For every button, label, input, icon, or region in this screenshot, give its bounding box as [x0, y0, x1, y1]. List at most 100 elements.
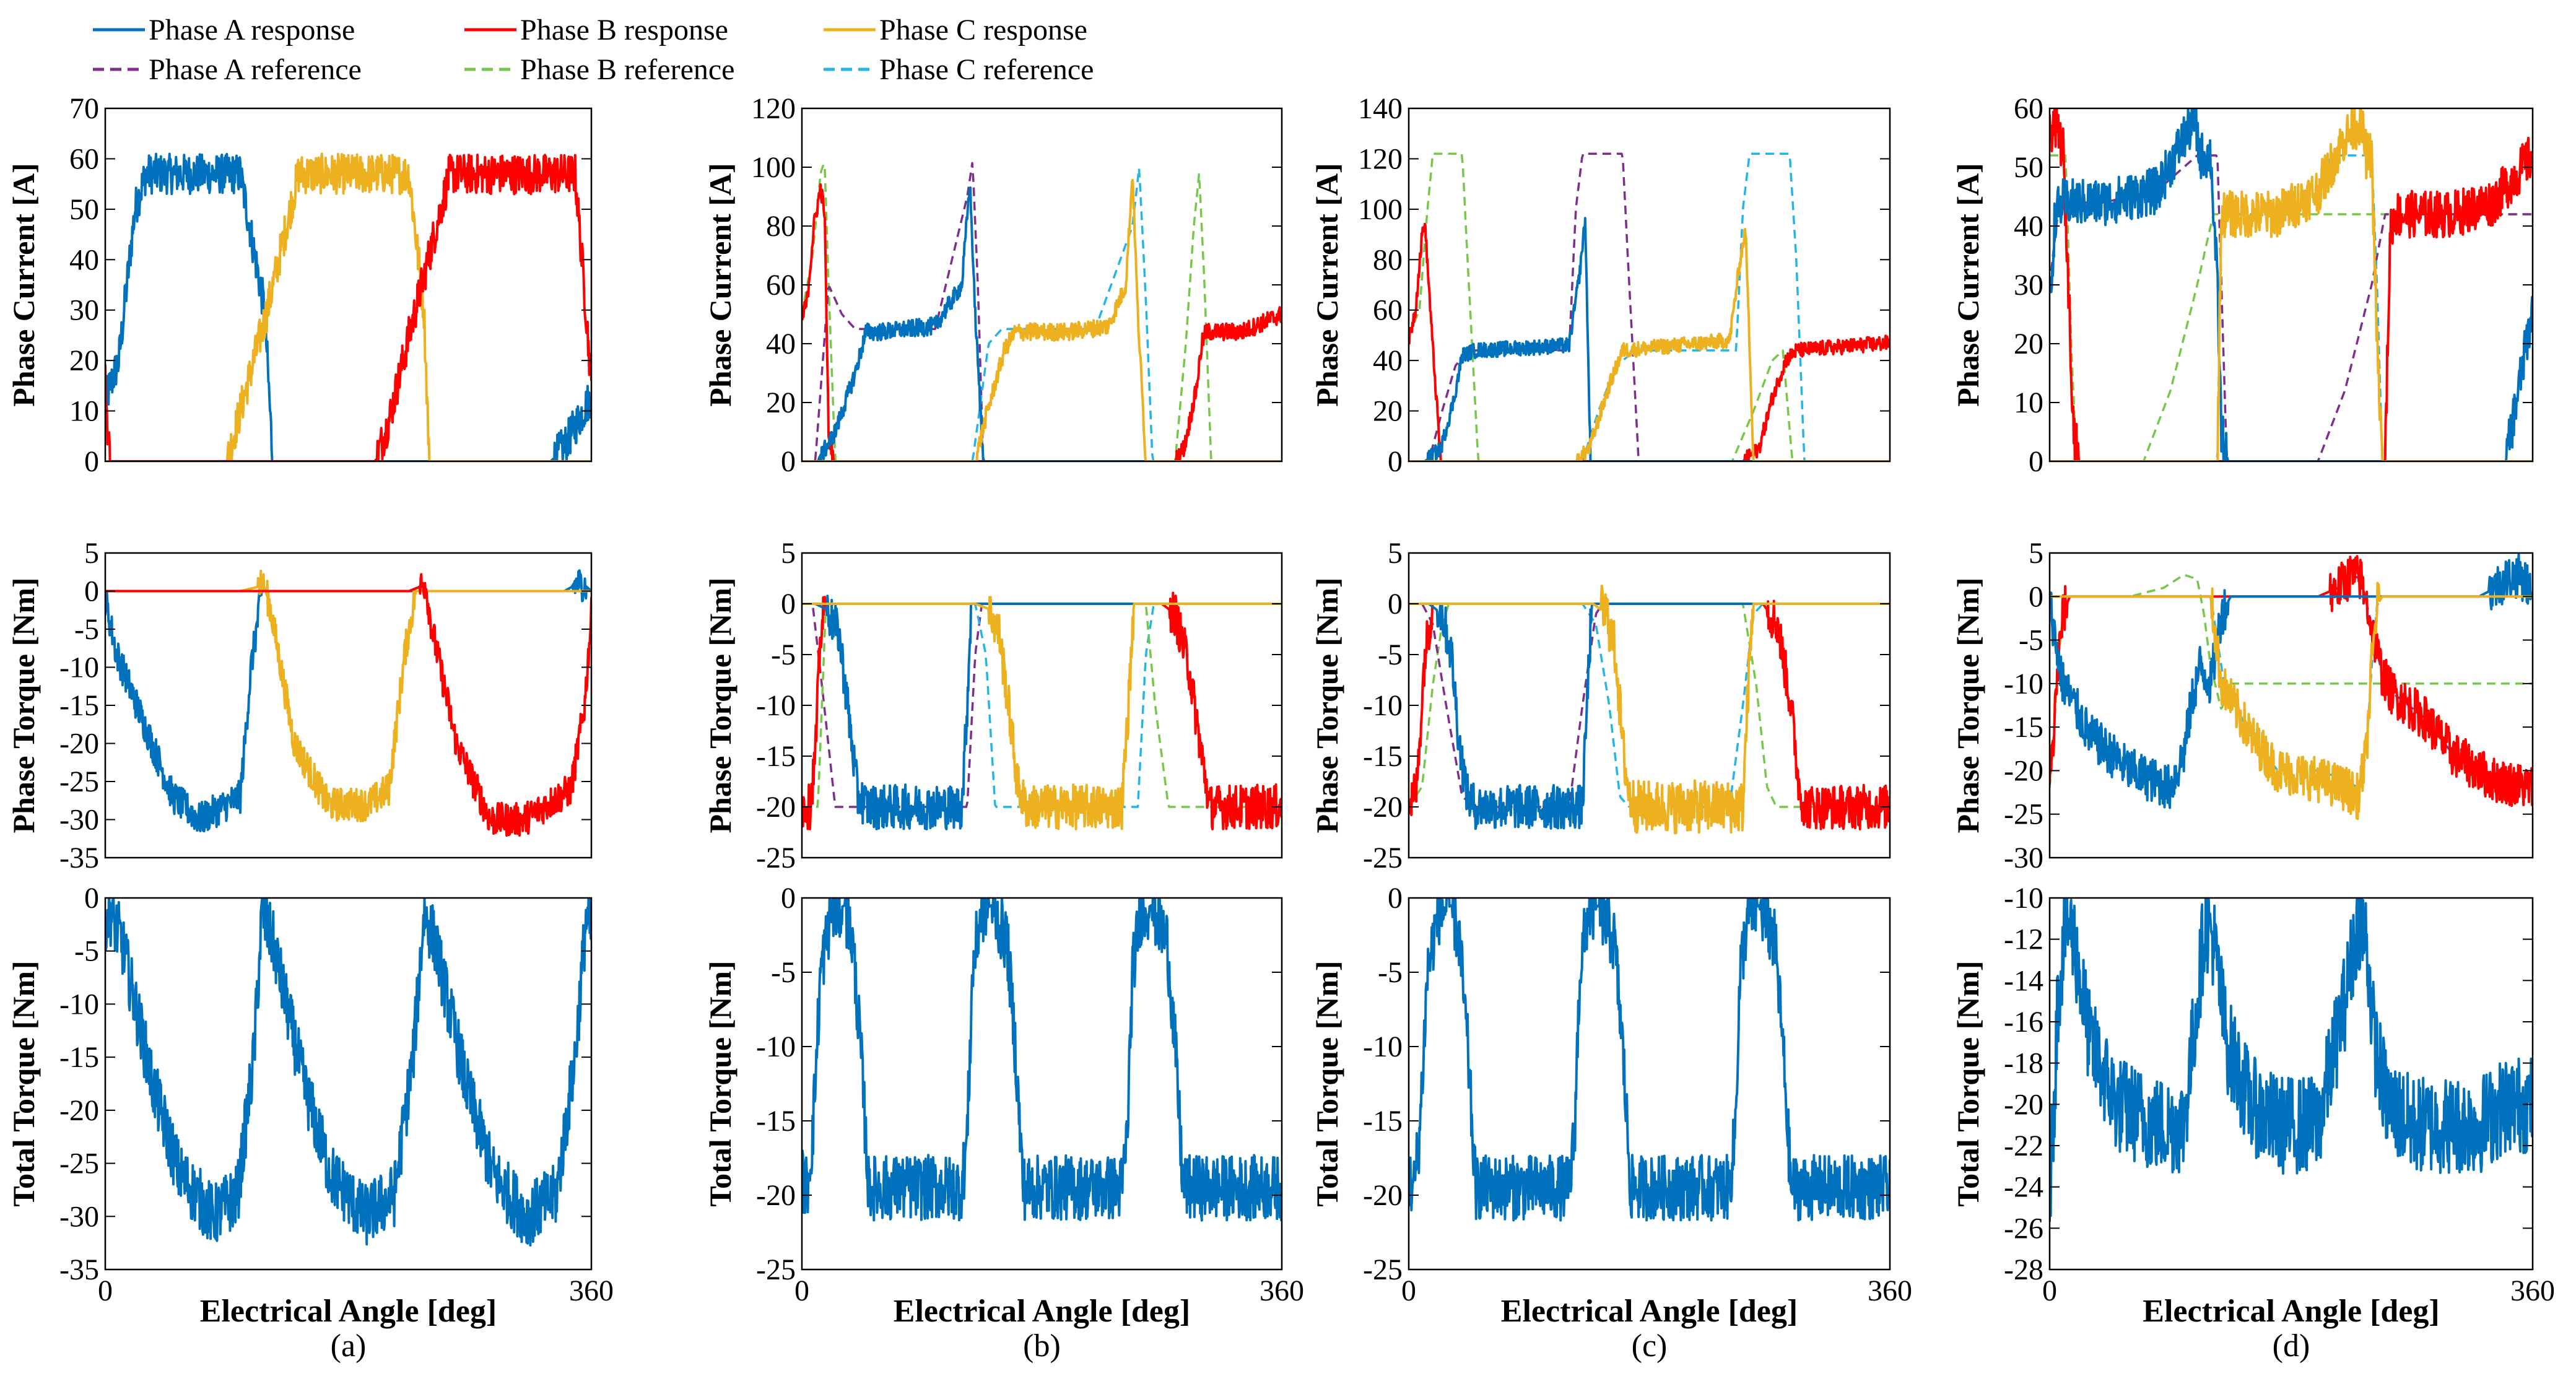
y-tick-label: 40 — [2014, 210, 2043, 243]
y-tick-label: 20 — [2014, 328, 2043, 360]
y-tick-label: -20 — [756, 1179, 796, 1212]
series-line — [1409, 227, 1890, 461]
y-axis-label: Phase Torque [Nm] — [6, 577, 41, 833]
y-tick-label: -25 — [1363, 842, 1403, 874]
y-tick-label: -10 — [59, 988, 99, 1021]
y-tick-label: 60 — [69, 142, 99, 175]
y-tick-label: -25 — [1363, 1253, 1403, 1286]
y-tick-label: 0 — [781, 588, 796, 621]
y-axis-label: Phase Torque [Nm] — [703, 577, 738, 833]
legend-label: Phase B response — [520, 14, 728, 46]
y-tick-label: 100 — [751, 151, 796, 184]
y-axis-label: Total Torque [Nm] — [1951, 960, 1985, 1206]
y-tick-label: 40 — [766, 328, 796, 360]
y-tick-label: -20 — [2004, 754, 2043, 787]
y-tick-label: 30 — [2014, 269, 2043, 302]
legend-label: Phase C reference — [879, 53, 1094, 86]
series-line — [105, 154, 591, 461]
y-tick-label: -20 — [59, 728, 99, 760]
y-tick-label: 60 — [2014, 92, 2043, 125]
series-line — [105, 573, 591, 837]
y-tick-label: 0 — [781, 882, 796, 915]
axes-frame — [1408, 107, 1891, 463]
x-axis-label: Electrical Angle [deg] — [2143, 1294, 2439, 1329]
axes-frame — [801, 897, 1283, 1271]
y-tick-label: 40 — [69, 243, 99, 276]
series-group — [105, 152, 591, 461]
legend-entry: Phase B reference — [464, 53, 734, 86]
y-tick-label: 140 — [1358, 92, 1403, 125]
y-tick-label: -15 — [756, 740, 796, 773]
series-line — [802, 163, 1282, 461]
series-line — [802, 183, 1282, 461]
y-tick-label: -20 — [1363, 1179, 1403, 1212]
series-line — [2050, 108, 2533, 461]
x-tick-label: 360 — [569, 1274, 614, 1307]
axes: 0 10 20 30 40 50 60 70 Phase Current [A] — [6, 92, 593, 478]
x-axis-label: Electrical Angle [deg] — [200, 1294, 497, 1329]
y-tick-label: 20 — [766, 386, 796, 419]
y-tick-label: -10 — [2004, 882, 2043, 915]
series-line — [802, 603, 1282, 808]
axes: -28 -26 -24 -22 -20 -18 -16 -14 -12 -10 Total Torq… — [1951, 882, 2555, 1364]
series-line — [802, 167, 1282, 461]
y-tick-label: 10 — [69, 395, 99, 428]
y-tick-label: -5 — [74, 613, 99, 646]
series-line — [802, 603, 1282, 808]
y-tick-label: -5 — [1378, 638, 1403, 671]
axes: 0 10 20 30 40 50 60 Phase Current [A] — [1951, 92, 2534, 478]
y-axis-label: Phase Current [A] — [703, 163, 738, 406]
y-tick-label: 0 — [1388, 445, 1403, 478]
y-tick-label: 120 — [1358, 142, 1403, 175]
y-tick-label: 60 — [1373, 294, 1403, 327]
x-tick-label: 0 — [98, 1274, 113, 1307]
x-tick-label: 360 — [1260, 1274, 1304, 1307]
y-tick-label: 100 — [1358, 193, 1403, 226]
series-line — [1409, 217, 1890, 461]
y-tick-label: 0 — [1388, 588, 1403, 621]
y-tick-label: -25 — [59, 765, 99, 798]
y-tick-label: -14 — [2004, 964, 2043, 997]
series-line — [105, 898, 591, 1247]
y-tick-label: -30 — [59, 804, 99, 837]
legend-entry: Phase B response — [464, 14, 728, 46]
series-line — [1409, 152, 1890, 461]
y-tick-label: -25 — [756, 842, 796, 874]
y-tick-label: -5 — [771, 638, 796, 671]
panel-label: (d) — [2273, 1328, 2310, 1364]
y-tick-label: 0 — [781, 445, 796, 478]
series-line — [802, 603, 1282, 808]
axes-frame — [1408, 897, 1891, 1271]
series-line — [2050, 581, 2533, 821]
y-tick-label: 0 — [84, 882, 99, 915]
axes: -35 -30 -25 -20 -15 -10 -5 0 5 Phase Torque [Nm] — [6, 537, 593, 874]
y-tick-label: -10 — [1363, 689, 1403, 722]
series-line — [1409, 585, 1890, 835]
y-tick-label: -30 — [2004, 842, 2043, 874]
y-tick-label: 80 — [1373, 243, 1403, 276]
y-tick-label: -22 — [2004, 1130, 2043, 1162]
axes: -25 -20 -15 -10 -5 0 Total Torque [Nm] 0 360 Elec… — [703, 882, 1304, 1364]
y-tick-label: 10 — [2014, 386, 2043, 419]
y-tick-label: -35 — [59, 842, 99, 874]
y-tick-label: 5 — [84, 537, 99, 570]
series-line — [2050, 108, 2533, 461]
series-line — [802, 898, 1282, 1222]
series-group — [802, 591, 1282, 830]
y-tick-label: 0 — [84, 575, 99, 608]
x-tick-label: 0 — [794, 1274, 809, 1307]
y-tick-label: 60 — [766, 269, 796, 302]
axes-frame — [104, 107, 593, 463]
y-tick-label: -10 — [2004, 668, 2043, 700]
series-group — [105, 569, 591, 837]
series-line — [2050, 108, 2533, 461]
y-tick-label: -10 — [756, 689, 796, 722]
y-tick-label: -20 — [756, 791, 796, 824]
y-tick-label: -10 — [59, 651, 99, 684]
axes: 0 20 40 60 80 100 120 140 Phase Current [A] — [1310, 92, 1891, 478]
y-tick-label: -10 — [756, 1030, 796, 1063]
axes-frame — [2048, 107, 2534, 463]
y-tick-label: -15 — [2004, 711, 2043, 744]
